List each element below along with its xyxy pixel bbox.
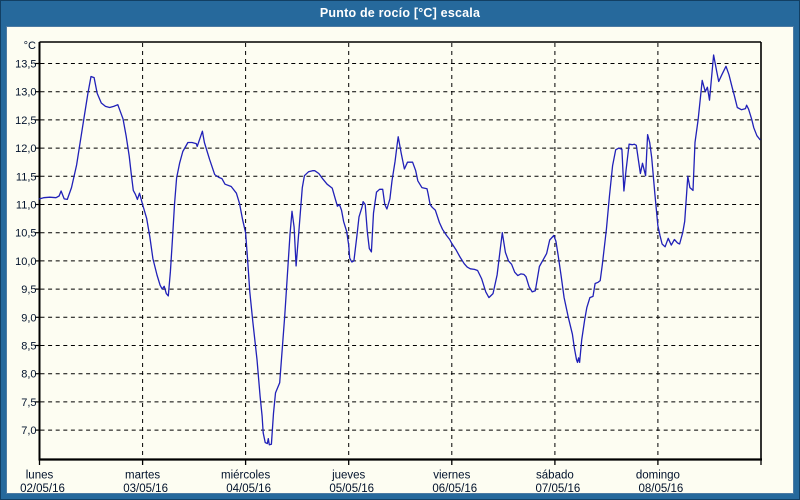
x-date-label: 08/05/16 [639, 483, 684, 495]
x-day-label: lunes [26, 470, 54, 482]
x-date-label: 03/05/16 [123, 483, 168, 495]
y-tick-label: 8,5 [21, 341, 36, 353]
x-day-label: martes [125, 470, 160, 482]
y-tick-label: 9,0 [21, 312, 36, 324]
y-tick-label: 13,5 [15, 59, 36, 71]
y-tick-label: 9,5 [21, 284, 36, 296]
y-tick-label: 12,5 [15, 115, 36, 127]
x-day-label: jueves [331, 470, 365, 482]
y-tick-label: 12,0 [15, 143, 36, 155]
y-tick-label: 7,5 [21, 397, 36, 409]
x-date-label: 02/05/16 [20, 483, 65, 495]
x-day-label: sábado [536, 470, 574, 482]
plot-panel [6, 26, 794, 494]
x-date-label: 04/05/16 [226, 483, 271, 495]
x-day-label: miércoles [221, 470, 270, 482]
y-tick-label: 11,5 [16, 171, 37, 183]
x-date-label: 06/05/16 [432, 483, 477, 495]
dewpoint-series-line [38, 54, 761, 446]
y-tick-label: 8,0 [21, 369, 36, 381]
y-tick-label: 13,0 [15, 87, 36, 99]
y-tick-label: 10,0 [15, 256, 36, 268]
title-bar: Punto de rocío [°C] escala [0, 0, 800, 26]
x-day-label: domingo [636, 470, 680, 482]
y-axis-unit-label: °C [24, 40, 36, 52]
x-day-label: viernes [433, 470, 470, 482]
x-date-label: 05/05/16 [329, 483, 374, 495]
y-tick-label: 11,0 [16, 200, 37, 212]
y-tick-label: 7,0 [21, 425, 36, 437]
y-tick-label: 10,5 [15, 228, 36, 240]
window-title: Punto de rocío [°C] escala [319, 6, 481, 20]
x-date-label: 07/05/16 [536, 483, 581, 495]
